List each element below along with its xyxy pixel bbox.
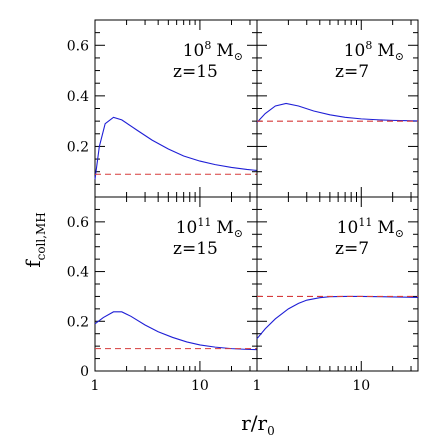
x-tick-label: 10 (352, 378, 370, 394)
redshift-annotation: z=7 (335, 62, 369, 82)
y-tick-label: 0.2 (67, 314, 89, 330)
x-axis-label-main: r/r (241, 411, 267, 435)
mass-annotation: 1011 M⊙ (337, 216, 404, 240)
series-line (256, 102, 419, 123)
y-ticks (95, 208, 257, 360)
mass-base: 10 (176, 218, 198, 238)
series-line (94, 311, 258, 351)
y-axis-label-main: f (21, 259, 45, 268)
x-ticks (94, 20, 251, 197)
y-tick-label: 0.2 (67, 139, 89, 155)
x-tick-label: 10 (191, 378, 209, 394)
x-tick-label: 1 (253, 378, 262, 394)
y-tick-label: 0 (80, 364, 89, 380)
mass-annotation: 1011 M⊙ (176, 216, 243, 240)
series-line (256, 295, 419, 340)
y-axis-label: fcoll,MH (21, 212, 48, 268)
panel-1: 0.20.40.6 108 M⊙z=15 (67, 19, 258, 198)
mass-annotation: 108 M⊙ (183, 39, 243, 63)
y-tick-label: 0.6 (67, 215, 89, 231)
x-axis-label-sub: 0 (267, 424, 275, 438)
mass-exponent: 11 (358, 216, 372, 229)
panel-2: 108 M⊙z=7 (256, 19, 419, 198)
mass-unit: M (377, 41, 394, 61)
sun-symbol: ⊙ (395, 227, 404, 240)
mass-annotation: 108 M⊙ (344, 39, 404, 63)
mass-base: 10 (183, 41, 205, 61)
mass-unit: M (216, 218, 233, 238)
series-line (94, 116, 258, 180)
mass-unit: M (216, 41, 233, 61)
y-ticks (95, 32, 257, 185)
y-tick-label: 0.4 (67, 265, 89, 281)
sun-symbol: ⊙ (234, 227, 243, 240)
sun-symbol: ⊙ (395, 50, 404, 63)
redshift-annotation: z=15 (173, 62, 218, 82)
x-ticks (94, 197, 251, 371)
mass-unit: M (377, 218, 394, 238)
x-ticks (256, 20, 412, 197)
redshift-annotation: z=7 (335, 239, 369, 259)
x-ticks (256, 197, 412, 371)
mass-exponent: 8 (204, 39, 211, 52)
mass-exponent: 11 (197, 216, 211, 229)
redshift-annotation: z=15 (173, 239, 218, 259)
y-tick-label: 0.6 (67, 38, 89, 54)
y-axis-label-sub: coll,MH (34, 212, 48, 260)
x-axis-label: r/r0 (241, 411, 275, 438)
y-tick-label: 0.4 (67, 89, 89, 105)
y-ticks (257, 208, 418, 360)
sun-symbol: ⊙ (234, 50, 243, 63)
x-tick-label: 1 (91, 378, 100, 394)
mass-base: 10 (344, 41, 366, 61)
mass-exponent: 8 (365, 39, 372, 52)
mass-base: 10 (337, 218, 359, 238)
